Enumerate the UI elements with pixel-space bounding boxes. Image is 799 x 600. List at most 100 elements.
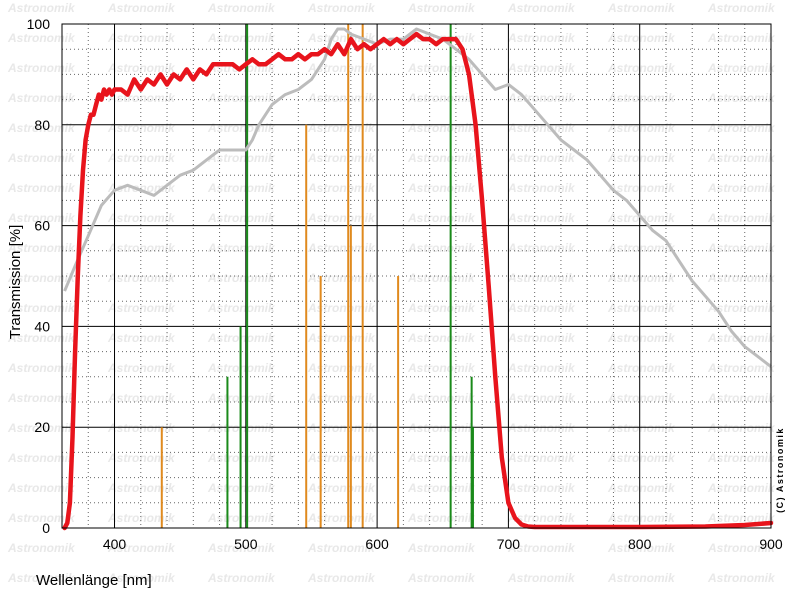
- watermark-text: Astronomik: [707, 271, 776, 285]
- watermark-text: Astronomik: [707, 571, 776, 585]
- watermark-text: Astronomik: [107, 541, 176, 555]
- watermark-text: Astronomik: [507, 421, 576, 435]
- watermark-text: Astronomik: [307, 541, 376, 555]
- watermark-text: Astronomik: [7, 481, 76, 495]
- watermark-text: Astronomik: [207, 31, 276, 45]
- watermark-text: Astronomik: [7, 451, 76, 465]
- watermark-text: Astronomik: [7, 241, 76, 255]
- watermark-text: Astronomik: [607, 271, 676, 285]
- x-tick-labels: 400 500 600 700 800 900: [103, 536, 783, 552]
- watermark-text: Astronomik: [107, 571, 176, 585]
- watermark-text: Astronomik: [107, 421, 176, 435]
- watermark-text: Astronomik: [7, 541, 76, 555]
- watermark-text: Astronomik: [107, 121, 176, 135]
- watermark-text: Astronomik: [407, 181, 476, 195]
- watermark-text: Astronomik: [507, 451, 576, 465]
- watermark-text: Astronomik: [7, 1, 76, 15]
- watermark-text: Astronomik: [607, 541, 676, 555]
- watermark-text: Astronomik: [107, 391, 176, 405]
- watermark-text: Astronomik: [507, 211, 576, 225]
- y-tick-label: 60: [34, 218, 50, 234]
- watermark-text: Astronomik: [307, 1, 376, 15]
- watermark-text: Astronomik: [207, 91, 276, 105]
- watermark-text: Astronomik: [607, 301, 676, 315]
- watermark-text: Astronomik: [107, 331, 176, 345]
- watermark-text: Astronomik: [707, 181, 776, 195]
- watermark-text: Astronomik: [307, 451, 376, 465]
- watermark-text: Astronomik: [607, 1, 676, 15]
- watermark-text: Astronomik: [207, 271, 276, 285]
- watermark-text: Astronomik: [407, 61, 476, 75]
- watermark-text: Astronomik: [607, 241, 676, 255]
- watermark-text: Astronomik: [507, 151, 576, 165]
- watermark-text: Astronomik: [207, 181, 276, 195]
- watermark-text: Astronomik: [407, 571, 476, 585]
- watermark-text: Astronomik: [7, 271, 76, 285]
- watermark-text: Astronomik: [607, 151, 676, 165]
- watermark-text: Astronomik: [7, 361, 76, 375]
- watermark-text: Astronomik: [307, 91, 376, 105]
- emission-lines: [160, 24, 474, 528]
- watermark-text: Astronomik: [707, 121, 776, 135]
- watermark-text: Astronomik: [207, 541, 276, 555]
- watermark-text: Astronomik: [307, 481, 376, 495]
- watermark-text: Astronomik: [207, 571, 276, 585]
- watermark-text: Astronomik: [507, 1, 576, 15]
- watermark-text: Astronomik: [407, 331, 476, 345]
- watermark-text: Astronomik: [407, 241, 476, 255]
- watermark-text: Astronomik: [607, 421, 676, 435]
- watermark-text: Astronomik: [407, 1, 476, 15]
- watermark-text: Astronomik: [107, 301, 176, 315]
- watermark-text: Astronomik: [707, 511, 776, 525]
- watermark-text: Astronomik: [707, 1, 776, 15]
- x-tick-label: 600: [365, 536, 389, 552]
- watermark-text: Astronomik: [207, 301, 276, 315]
- x-tick-label: 500: [234, 536, 258, 552]
- watermark-text: Astronomik: [507, 181, 576, 195]
- x-tick-label: 400: [103, 536, 127, 552]
- watermark-text: Astronomik: [207, 241, 276, 255]
- watermark-text: Astronomik: [407, 271, 476, 285]
- watermark-text: Astronomik: [707, 391, 776, 405]
- x-tick-label: 800: [628, 536, 652, 552]
- watermark-text: Astronomik: [407, 361, 476, 375]
- watermark-text: Astronomik: [107, 31, 176, 45]
- watermark-text: Astronomik: [507, 511, 576, 525]
- watermark-text: Astronomik: [407, 151, 476, 165]
- watermark-text: Astronomik: [507, 361, 576, 375]
- watermark-text: Astronomik: [507, 271, 576, 285]
- watermark-text: Astronomik: [107, 451, 176, 465]
- watermark-text: Astronomik: [407, 451, 476, 465]
- watermark-text: Astronomik: [7, 121, 76, 135]
- watermark-text: Astronomik: [707, 541, 776, 555]
- watermark-text: Astronomik: [7, 31, 76, 45]
- y-tick-label: 0: [42, 520, 50, 536]
- y-tick-label: 100: [27, 16, 51, 32]
- watermark-text: Astronomik: [407, 91, 476, 105]
- watermark-text: Astronomik: [607, 331, 676, 345]
- x-axis-title: Wellenlänge [nm]: [36, 572, 152, 589]
- watermark-text: Astronomik: [7, 511, 76, 525]
- watermark-text: Astronomik: [407, 421, 476, 435]
- watermark-text: Astronomik: [607, 61, 676, 75]
- watermark-text: Astronomik: [7, 421, 76, 435]
- watermark-text: Astronomik: [107, 481, 176, 495]
- watermark-text: Astronomik: [707, 61, 776, 75]
- watermark-text: Astronomik: [507, 61, 576, 75]
- watermark-text: Astronomik: [307, 511, 376, 525]
- watermark-text: Astronomik: [507, 91, 576, 105]
- watermark-text: Astronomik: [307, 211, 376, 225]
- watermark-text: Astronomik: [507, 481, 576, 495]
- y-axis-title: Transmission [%]: [7, 225, 24, 339]
- watermark-text: Astronomik: [307, 361, 376, 375]
- watermark-text: Astronomik: [7, 571, 76, 585]
- watermark-text: Astronomik: [507, 241, 576, 255]
- watermark-text: Astronomik: [7, 91, 76, 105]
- watermark-text: Astronomik: [507, 301, 576, 315]
- watermark-text: Astronomik: [107, 271, 176, 285]
- watermark-text: Astronomik: [107, 511, 176, 525]
- watermark-text: Astronomik: [707, 331, 776, 345]
- watermark-text: Astronomik: [707, 451, 776, 465]
- watermark-text: Astronomik: [107, 91, 176, 105]
- watermark-text: Astronomik: [507, 121, 576, 135]
